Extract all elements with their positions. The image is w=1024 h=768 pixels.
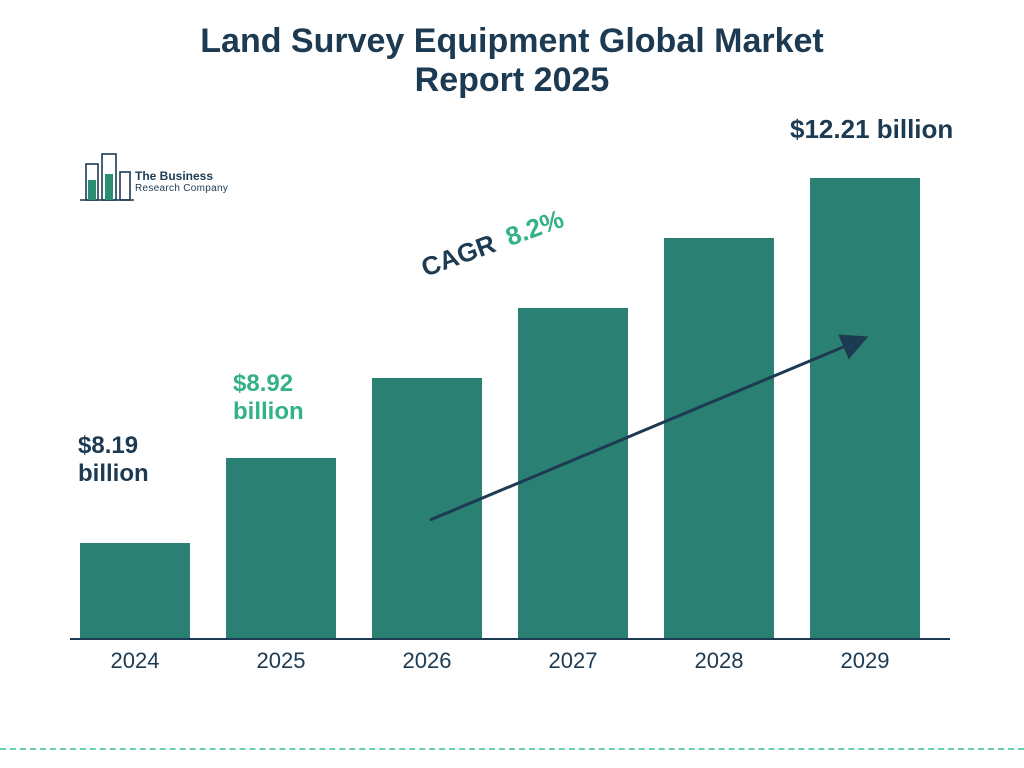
x-category-label: 2025 <box>226 648 336 674</box>
bar <box>372 378 482 638</box>
bottom-dashed-line <box>0 748 1024 750</box>
x-axis <box>70 638 950 640</box>
x-category-label: 2026 <box>372 648 482 674</box>
bar <box>518 308 628 638</box>
bar <box>226 458 336 638</box>
bar <box>664 238 774 638</box>
bar <box>80 543 190 638</box>
chart-title-line2: Report 2025 <box>0 61 1024 100</box>
data-label-2024: $8.19 billion <box>78 432 149 487</box>
x-category-label: 2024 <box>80 648 190 674</box>
data-label-2025: $8.92 billion <box>233 370 304 425</box>
data-label-2025-unit: billion <box>233 398 304 425</box>
data-label-2029-value: $12.21 billion <box>790 114 953 144</box>
x-category-label: 2027 <box>518 648 628 674</box>
x-category-label: 2028 <box>664 648 774 674</box>
data-label-2029: $12.21 billion <box>790 115 953 145</box>
chart-page: { "title": { "line1": "Land Survey Equip… <box>0 0 1024 768</box>
bar <box>810 178 920 638</box>
data-label-2024-value: $8.19 <box>78 432 138 459</box>
data-label-2024-unit: billion <box>78 460 149 487</box>
chart-title-line1: Land Survey Equipment Global Market <box>0 22 1024 61</box>
chart-title: Land Survey Equipment Global Market Repo… <box>0 22 1024 100</box>
x-category-label: 2029 <box>810 648 920 674</box>
data-label-2025-value: $8.92 <box>233 370 293 397</box>
